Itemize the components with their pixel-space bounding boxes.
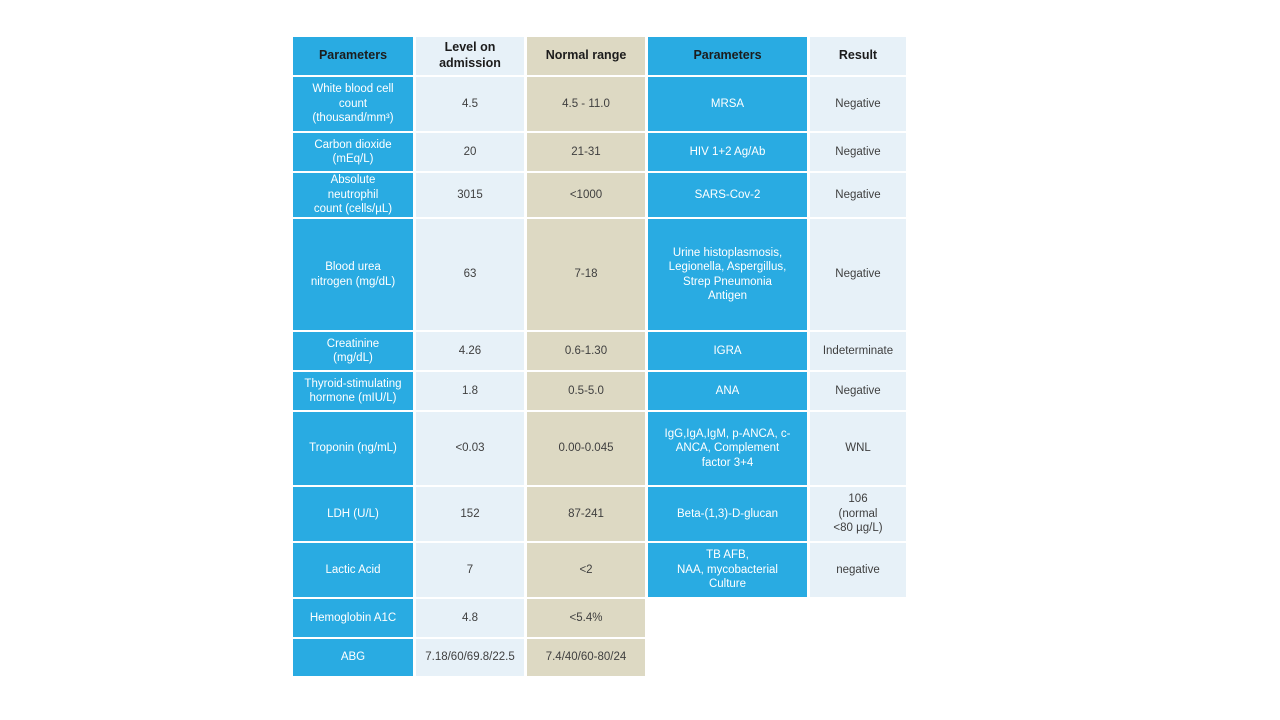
parameter-cell: White blood cell count (thousand/mm³) [293,77,413,131]
test-cell: ANA [648,372,807,410]
result-cell: Negative [810,219,906,330]
header-parameter-cell: Parameters [293,37,413,75]
admission-level-cell: 4.8 [416,599,524,637]
admission-level-cell: 4.5 [416,77,524,131]
test-cell: Beta-(1,3)-D-glucan [648,487,807,541]
empty-cell [648,639,807,676]
normal-range-cell: <1000 [527,173,645,217]
empty-cell [810,599,906,637]
normal-range-cell: 87-241 [527,487,645,541]
admission-level-cell: 20 [416,133,524,171]
admission-level-cell: 1.8 [416,372,524,410]
normal-range-cell: 7-18 [527,219,645,330]
admission-level-cell: 7 [416,543,524,597]
parameter-cell: Thyroid-stimulating hormone (mIU/L) [293,372,413,410]
admission-level-cell: 3015 [416,173,524,217]
test-cell: IGRA [648,332,807,370]
normal-range-cell: <5.4% [527,599,645,637]
normal-range-cell: <2 [527,543,645,597]
test-cell: Urine histoplasmosis, Legionella, Asperg… [648,219,807,330]
parameter-cell: Absolute neutrophil count (cells/µL) [293,173,413,217]
result-cell: WNL [810,412,906,485]
empty-cell [648,599,807,637]
admission-level-cell: 7.18/60/69.8/22.5 [416,639,524,676]
normal-range-cell: 7.4/40/60-80/24 [527,639,645,676]
admission-level-cell: 4.26 [416,332,524,370]
result-cell: Indeterminate [810,332,906,370]
result-cell: negative [810,543,906,597]
admission-level-cell: <0.03 [416,412,524,485]
parameter-cell: ABG [293,639,413,676]
parameter-cell: Blood urea nitrogen (mg/dL) [293,219,413,330]
result-cell: 106 (normal <80 µg/L) [810,487,906,541]
lab-results-table: Parameters Level on admission Normal range… [293,37,906,676]
admission-level-cell: 63 [416,219,524,330]
normal-range-cell: 0.5-5.0 [527,372,645,410]
parameter-cell: Hemoglobin A1C [293,599,413,637]
admission-level-cell: 152 [416,487,524,541]
parameter-cell: Lactic Acid [293,543,413,597]
header-result-cell: Result [810,37,906,75]
result-cell: Negative [810,173,906,217]
normal-range-cell: 0.00-0.045 [527,412,645,485]
header-test-cell: Parameters [648,37,807,75]
test-cell: TB AFB, NAA, mycobacterial Culture [648,543,807,597]
result-cell: Negative [810,133,906,171]
test-cell: HIV 1+2 Ag/Ab [648,133,807,171]
normal-range-cell: 4.5 - 11.0 [527,77,645,131]
empty-cell [810,639,906,676]
test-cell: MRSA [648,77,807,131]
parameter-cell: Troponin (ng/mL) [293,412,413,485]
header-normal-range-cell: Normal range [527,37,645,75]
parameter-cell: Creatinine (mg/dL) [293,332,413,370]
normal-range-cell: 0.6-1.30 [527,332,645,370]
test-cell: IgG,IgA,IgM, p-ANCA, c- ANCA, Complement… [648,412,807,485]
result-cell: Negative [810,372,906,410]
result-cell: Negative [810,77,906,131]
test-cell: SARS-Cov-2 [648,173,807,217]
normal-range-cell: 21-31 [527,133,645,171]
header-admission-level-cell: Level on admission [416,37,524,75]
parameter-cell: LDH (U/L) [293,487,413,541]
parameter-cell: Carbon dioxide (mEq/L) [293,133,413,171]
